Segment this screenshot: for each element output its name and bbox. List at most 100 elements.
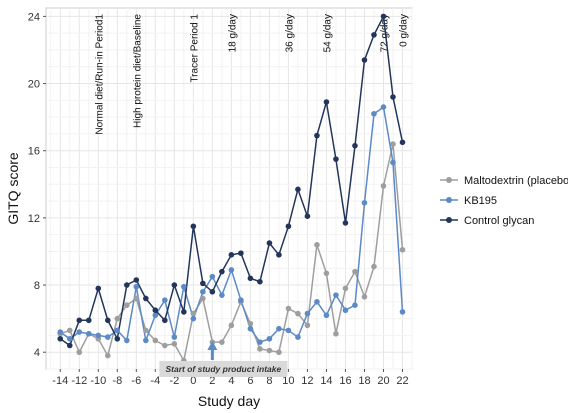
data-point xyxy=(390,94,396,100)
y-axis-ticks: 4 8 12 16 20 24 xyxy=(28,11,46,359)
phase-annotation: 54 g/day xyxy=(322,14,333,52)
note-box xyxy=(159,361,288,377)
data-point xyxy=(295,334,301,340)
data-point xyxy=(342,220,349,226)
legend-marker xyxy=(446,197,452,203)
data-point xyxy=(333,156,339,162)
data-point xyxy=(190,223,197,230)
x-tick-label: 2 xyxy=(209,375,215,387)
data-point xyxy=(238,250,244,256)
arrow-head-icon xyxy=(207,341,218,350)
x-tick-label: -14 xyxy=(52,375,68,387)
x-tick-label: -6 xyxy=(131,375,141,387)
x-tick-label: 4 xyxy=(228,375,234,387)
y-tick-label: 8 xyxy=(34,280,40,292)
series-points xyxy=(57,13,406,364)
data-point xyxy=(219,268,225,275)
data-point xyxy=(85,330,92,337)
data-point xyxy=(209,288,216,295)
data-point xyxy=(209,273,216,280)
study-start-note: Start of study product intake xyxy=(159,341,288,377)
data-point xyxy=(247,275,254,282)
data-point xyxy=(399,139,406,146)
data-point xyxy=(285,305,292,312)
note-label: Start of study product intake xyxy=(166,364,282,374)
legend-label: Control glycan xyxy=(464,215,534,227)
x-axis-ticks: -14 -12 -10 -8 -6 -4 -2 0 2 4 6 8 10 12 14 16 18 20 22 xyxy=(52,369,409,387)
data-point xyxy=(352,268,358,275)
data-point xyxy=(257,346,263,352)
x-tick-label: 16 xyxy=(339,375,351,387)
data-point xyxy=(333,330,339,337)
data-point xyxy=(171,341,178,347)
data-point xyxy=(133,277,140,283)
data-point xyxy=(57,329,64,335)
plot-area: Normal diet/Run-in Period1 High protein d… xyxy=(45,7,413,370)
x-tick-label: 8 xyxy=(266,375,272,387)
data-point xyxy=(295,186,301,193)
x-tick-label: 14 xyxy=(320,375,332,387)
data-point xyxy=(228,267,235,273)
data-point xyxy=(295,310,301,317)
data-point xyxy=(285,327,292,334)
data-point xyxy=(57,335,64,342)
legend-marker xyxy=(446,217,452,223)
data-point xyxy=(352,302,358,308)
data-point xyxy=(133,295,140,302)
data-point xyxy=(371,110,377,117)
data-point xyxy=(124,282,130,288)
phase-annotation: Normal diet/Run-in Period1 xyxy=(94,14,105,135)
data-point xyxy=(247,320,254,327)
data-point xyxy=(190,315,197,322)
x-tick-label: 20 xyxy=(377,375,389,387)
x-tick-label: -2 xyxy=(169,375,179,387)
data-point xyxy=(181,283,187,290)
data-point xyxy=(342,307,349,314)
data-point xyxy=(314,132,320,139)
data-point xyxy=(162,317,168,324)
data-point xyxy=(228,252,235,258)
data-point xyxy=(304,310,311,317)
data-point xyxy=(171,282,178,288)
data-point xyxy=(399,309,406,315)
data-point xyxy=(66,342,73,349)
x-tick-label: -12 xyxy=(71,375,87,387)
x-tick-label: -10 xyxy=(90,375,106,387)
data-point xyxy=(276,325,282,332)
data-point xyxy=(66,335,73,342)
y-tick-label: 12 xyxy=(28,213,40,225)
data-point xyxy=(124,302,130,308)
plot-background xyxy=(45,7,413,370)
legend-label: Maltodextrin (placebo) xyxy=(464,175,568,187)
data-point xyxy=(342,285,349,292)
data-point xyxy=(352,142,358,149)
data-point xyxy=(66,327,73,334)
data-point xyxy=(162,297,168,303)
data-point xyxy=(323,99,330,105)
data-point xyxy=(257,278,263,285)
data-point xyxy=(104,334,111,340)
grid-lines xyxy=(46,8,413,370)
data-point xyxy=(380,104,387,110)
data-point xyxy=(238,297,244,303)
legend-marker xyxy=(446,177,452,183)
x-tick-label: 10 xyxy=(282,375,294,387)
data-point xyxy=(76,349,83,356)
y-axis-title: GITQ score xyxy=(5,152,21,225)
data-point xyxy=(266,335,273,342)
x-axis-title: Study day xyxy=(198,393,260,409)
y-tick-label: 20 xyxy=(28,79,40,91)
phase-annotation: Tracer Period 1 xyxy=(189,14,200,83)
data-point xyxy=(124,337,130,344)
data-point xyxy=(314,299,320,305)
data-point xyxy=(228,322,235,329)
phase-annotation: 36 g/day xyxy=(284,14,295,52)
data-point xyxy=(333,292,339,298)
data-point xyxy=(95,332,102,339)
data-point xyxy=(361,199,368,206)
data-point xyxy=(314,241,320,248)
data-point xyxy=(152,307,159,314)
data-point xyxy=(380,183,387,189)
data-point xyxy=(76,329,83,335)
